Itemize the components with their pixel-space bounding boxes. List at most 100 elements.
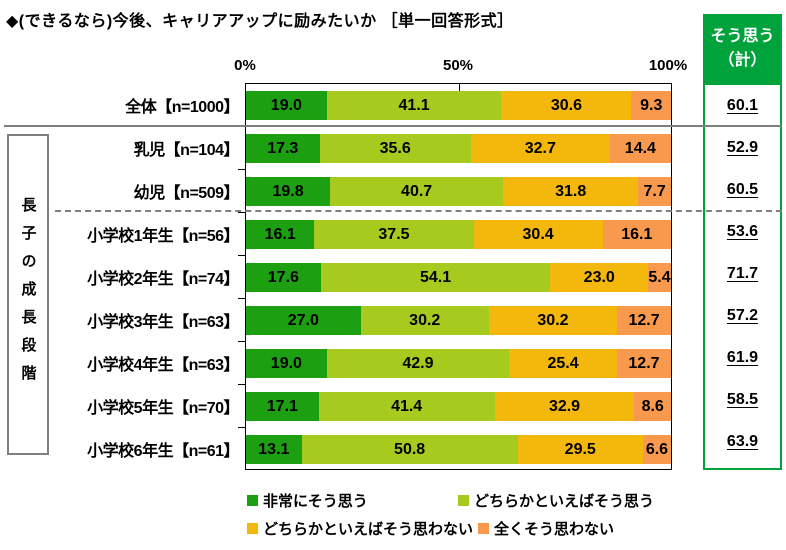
bar-row: 27.0 30.2 30.2 12.7 [246, 299, 671, 342]
category-axis-tick-mark [238, 427, 246, 428]
stacked-bar: 19.8 40.7 31.8 7.7 [246, 177, 671, 206]
category-label: 全体【n=1000】 [125, 98, 239, 116]
agree-total-value: 57.2 [726, 306, 759, 324]
bar-value-label: 17.1 [266, 397, 298, 415]
agree-total-header-line2: （計） [718, 51, 767, 69]
bar-value-label: 32.9 [548, 397, 581, 415]
bar-value-label: 40.7 [401, 182, 433, 200]
bar-segment-s1: 37.5 [314, 220, 474, 249]
bar-value-label: 30.2 [409, 311, 441, 329]
bar-value-label: 30.4 [522, 225, 554, 243]
legend-swatch [247, 522, 258, 534]
bar-value-label: 42.9 [402, 354, 434, 372]
category-label: 乳児【n=104】 [133, 141, 240, 159]
stacked-bar: 13.1 50.8 29.5 6.6 [246, 435, 671, 464]
separator-solid [4, 125, 782, 127]
bar-segment-s2: 29.5 [517, 435, 643, 464]
legend-row-1: 非常にそう思う どちらかといえばそう思う [247, 491, 747, 510]
bar-segment-s3: 16.1 [602, 220, 671, 249]
bar-segment-s0: 17.3 [246, 134, 320, 163]
category-label: 小学校6年生【n=61】 [87, 442, 239, 460]
bar-segment-s1: 54.1 [320, 263, 551, 292]
bar-segment-s2: 30.4 [473, 220, 603, 249]
bar-segment-s1: 40.7 [330, 177, 504, 206]
agree-total-values: 60.1 52.9 60.5 53.6 71.7 57.2 61.9 58.5 63.9 [703, 83, 782, 470]
legend-item-label: どちらかといえばそう思わない [263, 520, 474, 538]
group-label-box: 長子の成長段階 [7, 134, 49, 455]
bar-segment-s2: 30.2 [488, 306, 618, 335]
agree-total-header-line1: そう思う [710, 28, 775, 46]
bar-segment-s1: 41.1 [326, 91, 502, 120]
bar-value-label: 29.5 [564, 440, 596, 458]
stacked-bar: 17.3 35.6 32.7 14.4 [246, 134, 671, 163]
bar-segment-s3: 6.6 [642, 435, 671, 464]
chart-title: ◆(できるなら)今後、キャリアアップに励みたいか ［単一回答形式］ [6, 13, 514, 30]
bar-value-label: 25.4 [547, 354, 579, 372]
bar-value-label: 19.0 [270, 354, 302, 372]
bar-value-label: 5.4 [648, 268, 671, 286]
axis-tick-label-0: 0% [234, 57, 256, 74]
agree-total-value: 63.9 [726, 432, 759, 450]
bar-value-label: 30.2 [537, 311, 569, 329]
bar-value-label: 6.6 [645, 440, 669, 458]
bar-segment-s0: 19.0 [246, 349, 327, 378]
bar-segment-s0: 16.1 [246, 220, 315, 249]
stacked-bar: 17.6 54.1 23.0 5.4 [246, 263, 671, 292]
category-axis-tick-mark [238, 169, 246, 170]
group-label: 長子の成長段階 [19, 196, 37, 393]
bar-row: 16.1 37.5 30.4 16.1 [246, 213, 671, 256]
category-label: 小学校4年生【n=63】 [87, 356, 239, 374]
bar-row: 17.1 41.4 32.9 8.6 [246, 385, 671, 428]
stacked-bar: 16.1 37.5 30.4 16.1 [246, 220, 671, 249]
axis-tick-label-50: 50% [442, 57, 474, 74]
bar-segment-s3: 7.7 [638, 177, 671, 206]
bar-segment-s1: 50.8 [301, 435, 518, 464]
bar-value-label: 16.1 [621, 225, 653, 243]
legend-swatch [247, 494, 258, 506]
bar-value-label: 27.0 [287, 311, 319, 329]
bar-segment-s2: 30.6 [501, 91, 632, 120]
plot-rows: 19.0 41.1 30.6 9.3 17.3 35.6 32.7 14.4 19.8 40.7 3… [238, 84, 671, 471]
bar-value-label: 17.3 [267, 139, 299, 157]
bar-value-label: 35.6 [379, 139, 411, 157]
bar-value-label: 32.7 [524, 139, 556, 157]
category-axis-tick-mark [238, 255, 246, 256]
bar-row: 19.0 42.9 25.4 12.7 [246, 342, 671, 385]
bar-value-label: 50.8 [394, 440, 426, 458]
bar-value-label: 37.5 [378, 225, 410, 243]
legend-item-s2: どちらかといえばそう思わない [247, 519, 474, 538]
category-label: 幼児【n=509】 [133, 184, 240, 202]
bar-segment-s2: 32.7 [470, 134, 610, 163]
bar-value-label: 16.1 [264, 225, 296, 243]
bar-value-label: 19.8 [272, 182, 304, 200]
bar-value-label: 41.1 [398, 96, 430, 114]
bar-segment-s0: 17.6 [246, 263, 321, 292]
separator-dashed [55, 210, 782, 212]
bar-value-label: 19.0 [270, 96, 302, 114]
legend-item-label: 全くそう思わない [494, 520, 615, 538]
legend-row-2: どちらかといえばそう思わない 全くそう思わない [247, 519, 767, 538]
bar-segment-s3: 5.4 [648, 263, 671, 292]
bar-segment-s1: 41.4 [318, 392, 495, 421]
stacked-bar: 17.1 41.4 32.9 8.6 [246, 392, 671, 421]
legend-item-label: どちらかといえばそう思う [474, 492, 655, 510]
bar-segment-s2: 32.9 [494, 392, 635, 421]
agree-total-value: 61.9 [726, 348, 759, 366]
stacked-bar: 27.0 30.2 30.2 12.7 [246, 306, 671, 335]
legend-item-label: 非常にそう思う [263, 492, 368, 510]
stacked-bar: 19.0 41.1 30.6 9.3 [246, 91, 671, 120]
bar-value-label: 12.7 [628, 354, 660, 372]
bar-value-label: 13.1 [258, 440, 290, 458]
bar-segment-s3: 14.4 [609, 134, 671, 163]
bar-row: 19.8 40.7 31.8 7.7 [246, 170, 671, 213]
bar-value-label: 8.6 [641, 397, 664, 415]
axis-50-tick-mark [458, 84, 460, 91]
agree-total-value: 71.7 [726, 264, 759, 282]
agree-total-value: 53.6 [726, 222, 759, 240]
bar-segment-s3: 9.3 [631, 91, 671, 120]
bar-value-label: 31.8 [555, 182, 587, 200]
category-label: 小学校2年生【n=74】 [87, 270, 239, 288]
category-label: 小学校5年生【n=70】 [87, 399, 239, 417]
category-axis-tick-mark [238, 384, 246, 385]
bar-row: 13.1 50.8 29.5 6.6 [246, 428, 671, 471]
